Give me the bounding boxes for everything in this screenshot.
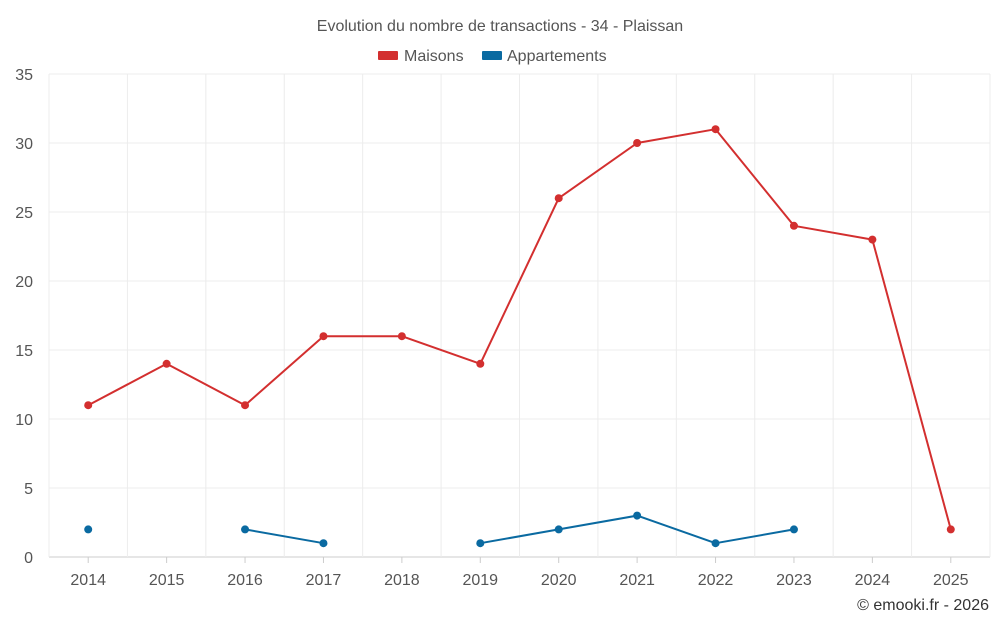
data-point-maisons[interactable] <box>241 401 250 410</box>
data-point-maisons[interactable] <box>789 221 798 230</box>
data-point-appartements[interactable] <box>633 511 642 520</box>
y-tick-label: 0 <box>24 550 33 567</box>
x-tick-label: 2025 <box>933 572 969 589</box>
data-point-maisons[interactable] <box>84 401 93 410</box>
series-line-appartements <box>244 528 324 545</box>
y-tick-label: 20 <box>15 274 33 291</box>
legend-item-maisons[interactable]: Maisons <box>378 48 464 65</box>
x-tick-label: 2018 <box>384 572 420 589</box>
data-point-maisons[interactable] <box>162 359 171 368</box>
x-tick-label: 2017 <box>306 572 342 589</box>
x-tick-label: 2016 <box>227 572 263 589</box>
x-tick-label: 2020 <box>541 572 577 589</box>
grid <box>48 73 991 558</box>
data-point-maisons[interactable] <box>397 332 406 341</box>
chart-title: Evolution du nombre de transactions - 34… <box>317 18 683 35</box>
data-point-maisons[interactable] <box>319 332 328 341</box>
data-point-maisons[interactable] <box>711 125 720 134</box>
data-point-maisons[interactable] <box>868 235 877 244</box>
credit: © emooki.fr - 2026 <box>857 597 989 614</box>
data-point-appartements[interactable] <box>319 539 328 548</box>
series-appartements <box>84 511 798 548</box>
data-point-maisons[interactable] <box>946 525 955 534</box>
y-tick-label: 35 <box>15 67 33 84</box>
y-tick-label: 15 <box>15 343 33 360</box>
x-tick-label: 2022 <box>698 572 734 589</box>
data-point-appartements[interactable] <box>789 525 798 534</box>
legend-label-maisons: Maisons <box>404 48 464 65</box>
legend-swatch-appartements <box>482 51 502 60</box>
data-point-appartements[interactable] <box>476 539 485 548</box>
data-point-maisons[interactable] <box>633 139 642 147</box>
legend-item-appartements[interactable]: Appartements <box>482 48 607 65</box>
x-tick-label: 2015 <box>149 572 185 589</box>
data-point-maisons[interactable] <box>554 194 563 203</box>
y-tick-label: 5 <box>24 481 33 498</box>
x-tick-label: 2023 <box>776 572 812 589</box>
data-point-appartements[interactable] <box>241 525 250 534</box>
legend-label-appartements: Appartements <box>507 48 607 65</box>
data-point-appartements[interactable] <box>84 525 93 534</box>
data-point-appartements[interactable] <box>554 525 563 534</box>
y-tick-label: 10 <box>15 412 33 429</box>
series-maisons <box>84 125 955 534</box>
x-tick-label: 2024 <box>855 572 891 589</box>
series-line-appartements <box>480 514 795 545</box>
y-axis: 0 5 10 15 20 25 30 35 <box>15 67 33 567</box>
data-point-appartements[interactable] <box>711 539 720 548</box>
x-tick-label: 2014 <box>70 572 106 589</box>
series-line-maisons <box>87 128 952 530</box>
x-axis: 2014 2015 2016 2017 2018 2019 2020 2021 2022 2023… <box>70 557 969 589</box>
x-tick-label: 2019 <box>462 572 498 589</box>
series-layer <box>84 125 955 548</box>
x-tick-label: 2021 <box>619 572 655 589</box>
legend-swatch-maisons <box>378 51 398 60</box>
data-point-maisons[interactable] <box>476 359 485 368</box>
y-tick-label: 30 <box>15 136 33 153</box>
legend: Maisons Appartements <box>378 48 607 65</box>
y-tick-label: 25 <box>15 205 33 222</box>
